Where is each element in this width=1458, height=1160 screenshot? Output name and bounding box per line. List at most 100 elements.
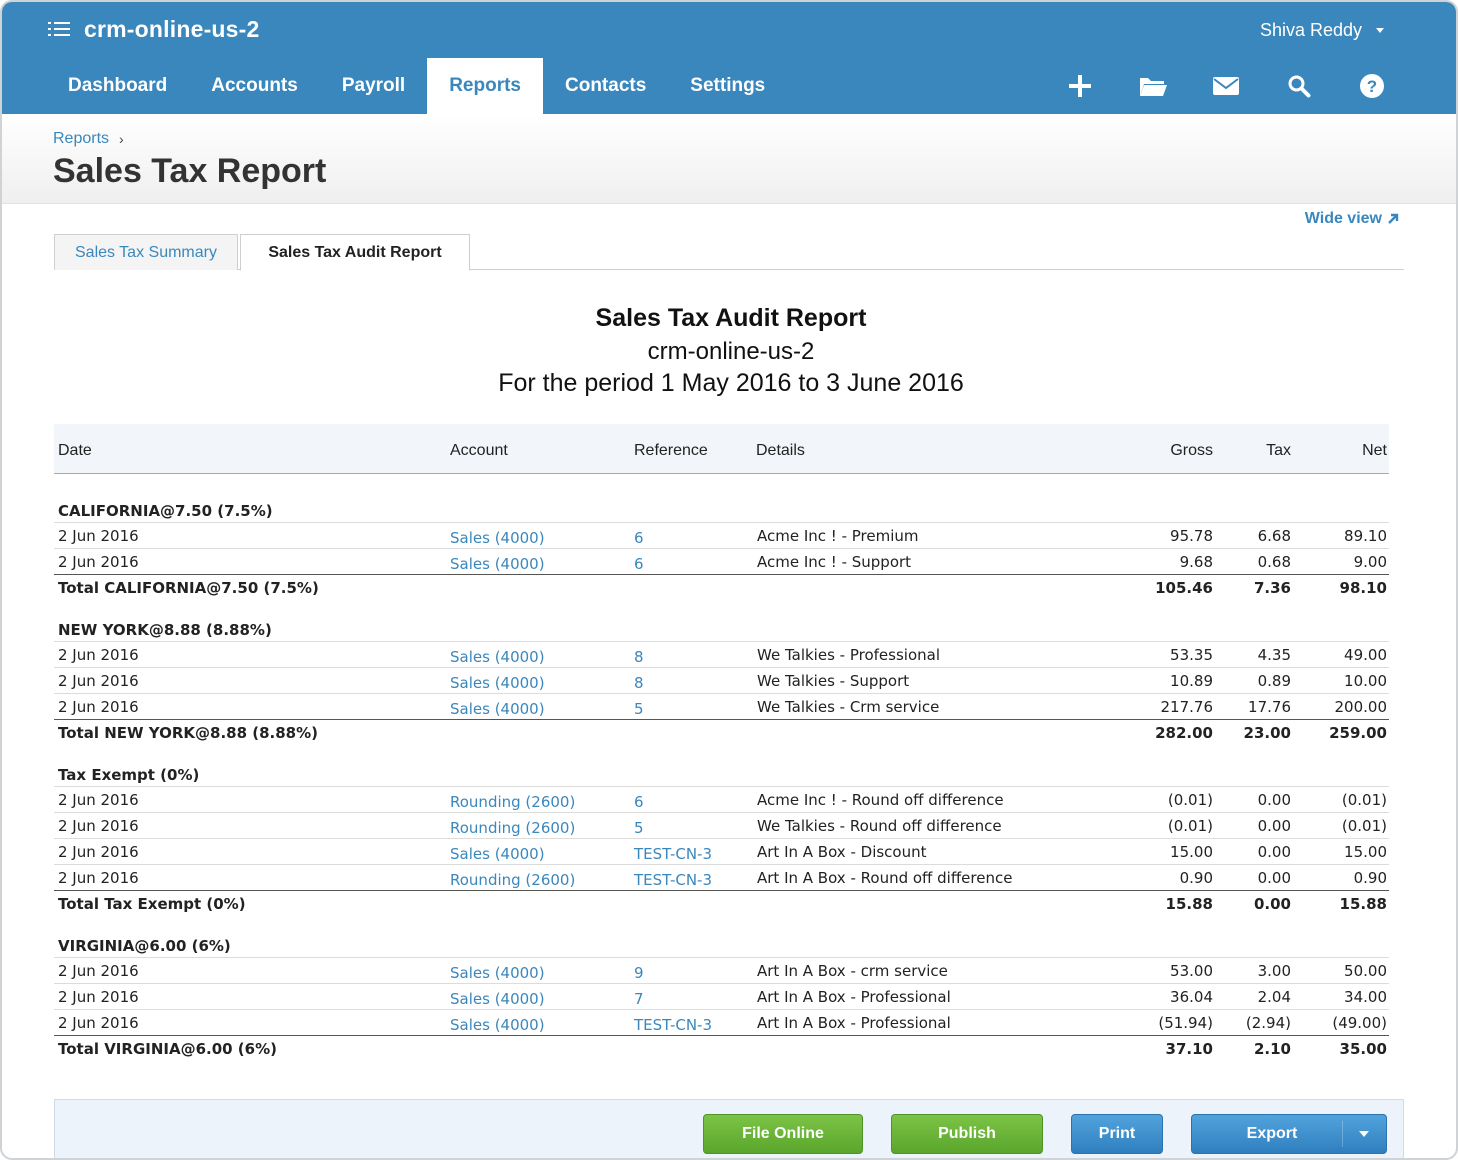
nav-tab-accounts[interactable]: Accounts (211, 75, 298, 96)
report-period: For the period 1 May 2016 to 3 June 2016 (498, 369, 964, 397)
export-dropdown-toggle[interactable] (1342, 1115, 1386, 1153)
table-row: 2 Jun 2016 Rounding (2600) 5 We Talkies … (54, 813, 1389, 839)
cell-tax: 6.68 (1257, 527, 1291, 545)
list-menu-icon (48, 20, 70, 38)
col-date[interactable]: Date (58, 442, 92, 459)
cell-details: We Talkies - Support (757, 672, 910, 690)
tax-group-total-row: Total VIRGINIA@6.00 (6%) 37.10 2.10 35.0… (54, 1035, 1389, 1061)
mail-button[interactable] (1189, 68, 1262, 104)
cell-account-link[interactable]: Sales (4000) (450, 674, 545, 692)
cell-reference-link[interactable]: 6 (634, 793, 644, 811)
cell-account-link[interactable]: Rounding (2600) (450, 871, 576, 889)
cell-account-link[interactable]: Sales (4000) (450, 845, 545, 863)
cell-reference-link[interactable]: 5 (634, 700, 644, 718)
cell-net: 200.00 (1334, 698, 1388, 716)
wide-view-label: Wide view (1304, 210, 1382, 227)
cell-account-link[interactable]: Sales (4000) (450, 648, 545, 666)
cell-gross: 0.90 (1179, 869, 1213, 887)
file-online-button[interactable]: File Online (703, 1114, 863, 1154)
folder-icon (1139, 78, 1167, 96)
table-row: 2 Jun 2016 Sales (4000) 8 We Talkies - P… (54, 642, 1389, 668)
col-gross[interactable]: Gross (1170, 442, 1213, 459)
cell-reference-link[interactable]: 5 (634, 819, 644, 837)
tax-group-header: Tax Exempt (0%) (54, 761, 1389, 787)
cell-reference-link[interactable]: TEST-CN-3 (634, 1016, 713, 1034)
nav-tab-settings[interactable]: Settings (690, 75, 766, 96)
cell-details: Acme Inc ! - Premium (757, 527, 919, 545)
cell-account-link[interactable]: Sales (4000) (450, 555, 545, 573)
nav-tab-contacts[interactable]: Contacts (565, 75, 647, 96)
tax-group-total-row: Total CALIFORNIA@7.50 (7.5%) 105.46 7.36… (54, 574, 1389, 600)
cell-gross: 53.35 (1170, 646, 1213, 664)
cell-account-link[interactable]: Sales (4000) (450, 700, 545, 718)
cell-reference-link[interactable]: 9 (634, 964, 644, 982)
search-button[interactable] (1262, 68, 1335, 104)
cell-reference-link[interactable]: 6 (634, 529, 644, 547)
cell-tax: 0.68 (1257, 553, 1291, 571)
cell-tax: (2.94) (1245, 1014, 1291, 1032)
cell-account-link[interactable]: Sales (4000) (450, 964, 545, 982)
wide-view-link[interactable]: Wide view (1305, 210, 1400, 228)
cell-tax: 4.35 (1257, 646, 1291, 664)
cell-details: Acme Inc ! - Round off difference (757, 791, 1004, 809)
nav-tab-reports[interactable]: Reports (427, 58, 543, 114)
cell-date: 2 Jun 2016 (58, 817, 139, 835)
cell-tax: 0.00 (1257, 869, 1291, 887)
col-account[interactable]: Account (450, 442, 508, 459)
nav-tab-dashboard[interactable]: Dashboard (68, 75, 168, 96)
total-gross: 282.00 (1155, 724, 1213, 742)
page-title: Sales Tax Report (53, 152, 327, 190)
breadcrumb-link-reports[interactable]: Reports (53, 130, 110, 147)
cell-net: 9.00 (1353, 553, 1387, 571)
total-net: 259.00 (1329, 724, 1387, 742)
tab-sales-tax-summary[interactable]: Sales Tax Summary (54, 234, 238, 270)
col-tax[interactable]: Tax (1266, 442, 1291, 459)
total-tax: 2.10 (1253, 1040, 1291, 1058)
files-button[interactable] (1116, 68, 1189, 104)
cell-account-link[interactable]: Rounding (2600) (450, 793, 576, 811)
table-row: 2 Jun 2016 Sales (4000) 9 Art In A Box -… (54, 958, 1389, 984)
svg-text:?: ? (1366, 77, 1376, 96)
user-menu[interactable]: Shiva Reddy (1260, 20, 1384, 41)
cell-net: (49.00) (1332, 1014, 1387, 1032)
cell-gross: (0.01) (1167, 817, 1213, 835)
table-row: 2 Jun 2016 Sales (4000) 6 Acme Inc ! - P… (54, 523, 1389, 549)
table-row: 2 Jun 2016 Sales (4000) 8 We Talkies - S… (54, 668, 1389, 694)
total-net: 15.88 (1339, 895, 1387, 913)
cell-tax: 0.00 (1257, 843, 1291, 861)
publish-button[interactable]: Publish (891, 1114, 1043, 1154)
cell-reference-link[interactable]: 8 (634, 674, 644, 692)
cell-reference-link[interactable]: 8 (634, 648, 644, 666)
help-button[interactable]: ? (1335, 68, 1408, 104)
org-switcher[interactable]: crm-online-us-2 (48, 14, 260, 44)
tab-sales-tax-audit-report[interactable]: Sales Tax Audit Report (240, 234, 470, 271)
col-details[interactable]: Details (756, 442, 805, 459)
cell-reference-link[interactable]: TEST-CN-3 (634, 871, 713, 889)
print-button[interactable]: Print (1071, 1114, 1163, 1154)
export-button[interactable]: Export (1191, 1114, 1387, 1154)
add-button[interactable] (1043, 68, 1116, 104)
cell-reference-link[interactable]: 6 (634, 555, 644, 573)
table-row: 2 Jun 2016 Rounding (2600) 6 Acme Inc ! … (54, 787, 1389, 813)
col-reference[interactable]: Reference (634, 442, 708, 459)
cell-account-link[interactable]: Rounding (2600) (450, 819, 576, 837)
cell-tax: 17.76 (1248, 698, 1291, 716)
col-net[interactable]: Net (1362, 442, 1387, 459)
cell-account-link[interactable]: Sales (4000) (450, 1016, 545, 1034)
cell-account-link[interactable]: Sales (4000) (450, 990, 545, 1008)
tax-group-header: VIRGINIA@6.00 (6%) (54, 932, 1389, 958)
cell-date: 2 Jun 2016 (58, 791, 139, 809)
cell-date: 2 Jun 2016 (58, 843, 139, 861)
cell-gross: 36.04 (1170, 988, 1213, 1006)
table-row: 2 Jun 2016 Rounding (2600) TEST-CN-3 Art… (54, 865, 1389, 891)
cell-net: 15.00 (1344, 843, 1387, 861)
nav-tab-payroll[interactable]: Payroll (341, 75, 406, 96)
report-tabs: Sales Tax Summary Sales Tax Audit Report (54, 234, 1404, 271)
top-navigation-bar: crm-online-us-2 Shiva Reddy Dashboard Ac… (2, 2, 1456, 114)
breadcrumb: Reports › (53, 130, 124, 148)
cell-account-link[interactable]: Sales (4000) (450, 529, 545, 547)
table-row: 2 Jun 2016 Sales (4000) 5 We Talkies - C… (54, 694, 1389, 720)
cell-reference-link[interactable]: 7 (634, 990, 644, 1008)
cell-reference-link[interactable]: TEST-CN-3 (634, 845, 713, 863)
